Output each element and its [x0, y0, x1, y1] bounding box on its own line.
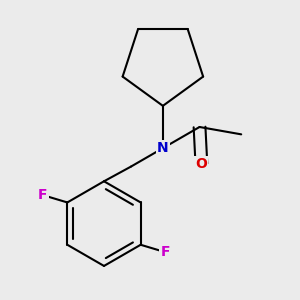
Text: N: N: [157, 141, 169, 155]
Text: F: F: [160, 245, 170, 259]
Text: F: F: [38, 188, 47, 202]
Text: O: O: [195, 157, 207, 171]
